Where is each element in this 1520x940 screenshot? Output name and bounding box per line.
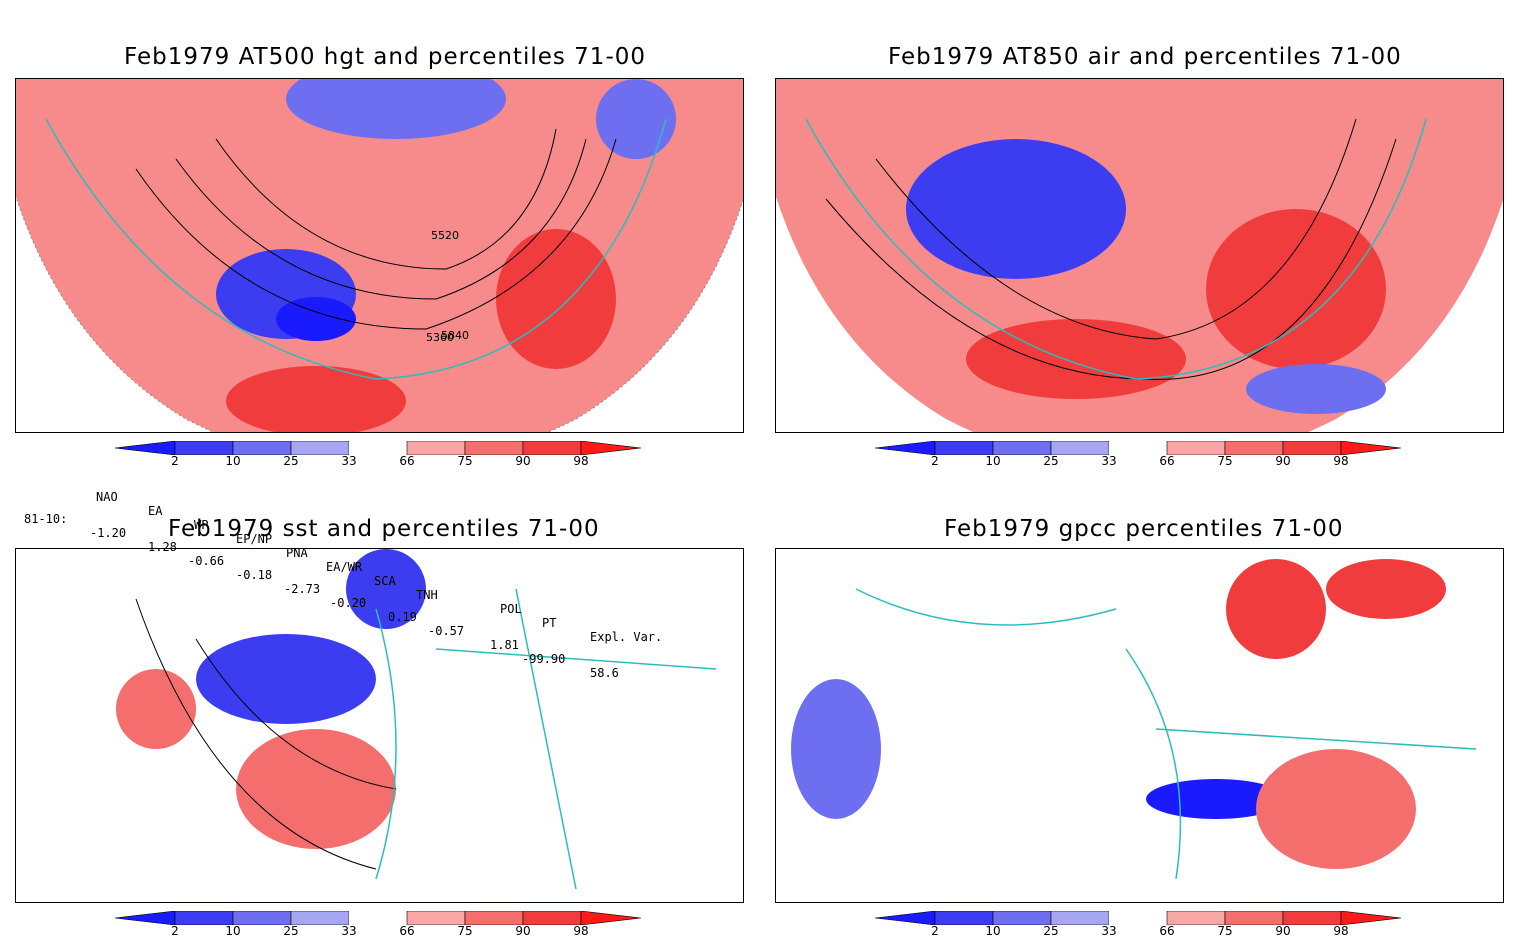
map-air850-svg [776, 79, 1503, 432]
contour-label-hgt: 5360 [426, 331, 454, 344]
colorbar-sst: 2 10 25 33 66 75 90 98 [114, 910, 645, 940]
index-header: SCA [374, 574, 396, 588]
colorbar-tick-label: 25 [283, 924, 299, 938]
colorbar-tick-label: 66 [399, 924, 415, 938]
colorbar-tick-label: 33 [341, 924, 357, 938]
colorbar-tick-label: 2 [171, 924, 179, 938]
index-header: EA [148, 504, 163, 518]
colorbar-hgt500: 2 10 25 33 66 75 90 98 [114, 440, 645, 470]
panel-title-gpcc: Feb1979 gpcc percentiles 71-00 [944, 516, 1344, 542]
index-value: 58.6 [590, 666, 619, 680]
index-value: -2.73 [284, 582, 321, 596]
index-header: TNH [416, 588, 438, 602]
map-hgt500-svg: 5360 5520 5840 [16, 79, 743, 432]
index-row-label: 81-10: [24, 512, 68, 526]
index-value: -0.57 [428, 624, 465, 638]
map-air850 [775, 78, 1504, 433]
panel-title-air850: Feb1979 AT850 air and percentiles 71-00 [888, 44, 1402, 70]
colorbar-gpcc: 2 10 25 33 66 75 90 98 [874, 910, 1405, 940]
colorbar-tick-label: 75 [457, 924, 473, 938]
colorbar-tick-label: 10 [985, 924, 1001, 938]
index-value: -99.90 [522, 652, 566, 666]
colorbar-tick-label: 90 [1275, 454, 1291, 468]
index-value: -0.18 [236, 568, 273, 582]
colorbar-tick-label: 98 [573, 924, 589, 938]
index-value: 0.19 [388, 610, 417, 624]
panel-title-sst: Feb1979 sst and percentiles 71-00 [168, 516, 600, 542]
index-header: NAO [96, 490, 118, 504]
map-gpcc-svg [791, 559, 1477, 880]
map-sst-svg [116, 549, 717, 890]
colorbar-tick-label: 2 [931, 454, 939, 468]
colorbar-tick-label: 33 [341, 454, 357, 468]
index-header: EA/WR [326, 560, 363, 574]
colorbar-sst-svg [114, 910, 642, 926]
colorbar-tick-label: 98 [1333, 454, 1349, 468]
colorbar-hgt500-svg [114, 440, 642, 456]
colorbar-tick-label: 75 [457, 454, 473, 468]
index-values: 81-10: -1.20 1.28 -0.66 -0.18 -2.73 -0.2… [24, 498, 619, 694]
index-value: -1.20 [90, 526, 127, 540]
index-header: EP/NP [236, 532, 273, 546]
colorbar-tick-label: 98 [573, 454, 589, 468]
colorbar-air850-svg [874, 440, 1402, 456]
colorbar-tick-label: 98 [1333, 924, 1349, 938]
index-header: PNA [286, 546, 308, 560]
index-headers: NAO EA WP EP/NP PNA EA/WR SCA TNH POL PT… [96, 476, 662, 658]
map-gpcc [775, 548, 1504, 903]
colorbar-tick-label: 10 [225, 454, 241, 468]
colorbar-tick-label: 25 [1043, 454, 1059, 468]
colorbar-tick-label: 66 [1159, 454, 1175, 468]
index-value: 1.28 [148, 540, 177, 554]
index-value: 1.81 [490, 638, 519, 652]
colorbar-tick-label: 90 [515, 454, 531, 468]
panel-title-hgt500: Feb1979 AT500 hgt and percentiles 71-00 [124, 44, 647, 70]
colorbar-tick-label: 10 [225, 924, 241, 938]
index-value: -0.20 [330, 596, 367, 610]
index-header: Expl. Var. [590, 630, 663, 644]
index-header: WP [194, 518, 209, 532]
colorbar-gpcc-svg [874, 910, 1402, 926]
colorbar-tick-label: 75 [1217, 454, 1233, 468]
contour-label-hgt: 5840 [441, 329, 469, 342]
colorbar-tick-label: 25 [1043, 924, 1059, 938]
colorbar-tick-label: 90 [515, 924, 531, 938]
map-sst [15, 548, 744, 903]
colorbar-tick-label: 10 [985, 454, 1001, 468]
colorbar-tick-label: 66 [399, 454, 415, 468]
colorbar-tick-label: 66 [1159, 924, 1175, 938]
colorbar-tick-label: 25 [283, 454, 299, 468]
colorbar-tick-label: 2 [931, 924, 939, 938]
colorbar-tick-label: 90 [1275, 924, 1291, 938]
index-value: -0.66 [188, 554, 225, 568]
map-hgt500: 5360 5520 5840 [15, 78, 744, 433]
contour-label-hgt: 5520 [431, 229, 459, 242]
index-header: PT [542, 616, 557, 630]
colorbar-tick-label: 75 [1217, 924, 1233, 938]
colorbar-air850: 2 10 25 33 66 75 90 98 [874, 440, 1405, 470]
colorbar-tick-label: 2 [171, 454, 179, 468]
index-header: POL [500, 602, 522, 616]
colorbar-tick-label: 33 [1101, 924, 1117, 938]
colorbar-tick-label: 33 [1101, 454, 1117, 468]
